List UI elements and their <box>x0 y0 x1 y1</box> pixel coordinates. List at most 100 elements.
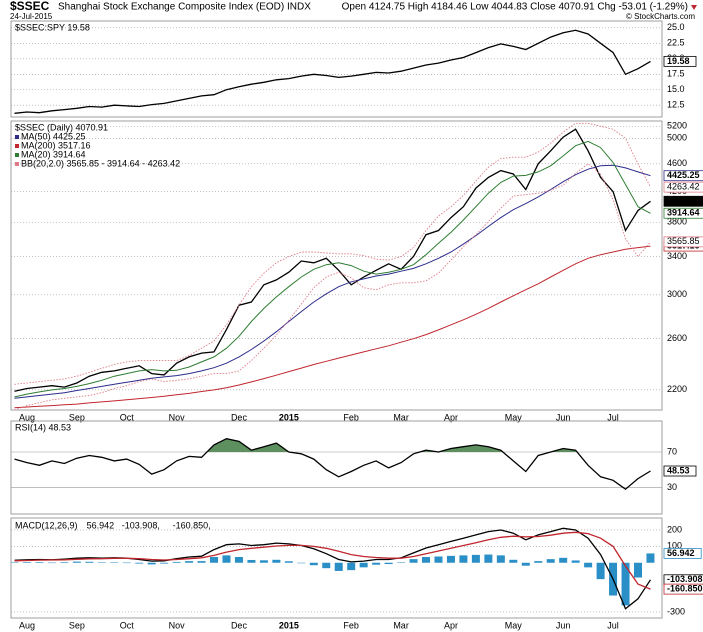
legend-label: MA(50) 4425.25 <box>21 131 86 141</box>
y-tick-label: 15.0 <box>667 84 685 94</box>
y-tick-label: 25.0 <box>667 22 685 32</box>
legend-label: $SSEC (Daily) 4070.91 <box>15 122 108 132</box>
histogram-bar <box>284 561 293 563</box>
histogram-bar <box>297 562 306 564</box>
value-tag-box <box>663 583 703 595</box>
histogram-bar <box>372 562 381 565</box>
x-tick-label: Mar <box>393 620 409 630</box>
series-layer <box>14 29 651 114</box>
panel-frame <box>10 120 663 411</box>
histogram-bar <box>97 562 106 563</box>
symbol: $SSEC <box>10 0 50 13</box>
value-tag: -103.908 <box>667 574 703 584</box>
series-line <box>14 140 651 398</box>
legend-swatch <box>15 135 19 139</box>
x-tick-label: Nov <box>169 620 186 630</box>
value-tag-box <box>663 195 703 207</box>
series-line <box>14 29 651 114</box>
bollinger-upper <box>14 122 651 385</box>
y-tick-label: 12.5 <box>667 100 685 110</box>
histogram-bar <box>634 562 642 578</box>
legend-swatch <box>15 153 19 157</box>
histogram-bar <box>334 562 343 571</box>
histogram-bar <box>47 562 56 564</box>
x-tick-label: Oct <box>120 412 135 422</box>
x-tick-label: Jul <box>607 412 619 422</box>
x-tick-label: 2015 <box>279 620 299 630</box>
x-tick-label: Oct <box>120 620 135 630</box>
histogram-bar <box>471 554 480 563</box>
histogram-bar <box>222 555 231 563</box>
histogram-bar <box>546 559 555 563</box>
value-tag: 48.53 <box>667 465 690 475</box>
legend-label: BB(20,2.0) 3565.85 - 3914.64 - 4263.42 <box>21 158 180 168</box>
histogram-bar <box>172 561 181 563</box>
x-tick-label: Aug <box>19 412 35 422</box>
x-tick-label: Sep <box>69 620 85 630</box>
histogram-bar <box>621 562 630 606</box>
histogram-bar <box>359 562 368 568</box>
histogram-bar <box>135 562 144 564</box>
histogram-bar <box>122 562 131 564</box>
x-tick-label: Nov <box>169 412 186 422</box>
y-tick-label: 200 <box>667 524 682 534</box>
histogram-bar <box>185 561 194 563</box>
value-tag: 56.942 <box>667 548 695 558</box>
value-tag: 4070.91 <box>667 196 700 206</box>
histogram-bar <box>160 562 169 564</box>
histogram-bar <box>434 556 443 563</box>
legend-swatch <box>15 162 19 166</box>
histogram-bar <box>509 559 518 563</box>
legend-label: 56.942 <box>87 520 115 530</box>
histogram-bar <box>197 561 206 563</box>
y-tick-label: 2200 <box>667 384 687 394</box>
value-tag: 3565.85 <box>667 236 700 246</box>
date: 24-Jul-2015 <box>10 12 53 21</box>
x-tick-label: Feb <box>343 412 359 422</box>
histogram-bar <box>347 562 356 571</box>
y-tick-label: 22.5 <box>667 38 685 48</box>
histogram-bar <box>309 562 318 566</box>
x-tick-label: Apr <box>444 620 458 630</box>
histogram-bar <box>272 559 281 563</box>
histogram-bar <box>35 562 44 563</box>
histogram-bar <box>22 562 31 563</box>
histogram-bar <box>11 562 19 563</box>
series-layer <box>14 122 651 410</box>
y-tick-label: 70 <box>667 446 677 456</box>
value-tag: -160.850 <box>667 583 703 593</box>
value-tag-box <box>663 548 702 559</box>
x-tick-label: Dec <box>231 412 248 422</box>
y-tick-label: 3800 <box>667 217 687 227</box>
histogram-bar <box>584 562 593 568</box>
histogram-bar <box>446 555 455 563</box>
x-tick-label: Apr <box>444 412 458 422</box>
histogram-bar <box>496 555 505 563</box>
panel-title: MACD(12,26,9) <box>15 520 78 530</box>
x-tick-label: Jun <box>556 620 571 630</box>
overbought-area <box>14 438 651 452</box>
x-tick-label: Feb <box>343 620 359 630</box>
x-tick-label: Jul <box>607 620 619 630</box>
bollinger-lower <box>14 163 651 410</box>
panel-frame <box>10 517 663 619</box>
value-tag: 4263.42 <box>667 181 700 191</box>
histogram-bar <box>85 561 94 563</box>
y-tick-label: 5000 <box>667 133 687 143</box>
y-tick-label: 17.5 <box>667 69 685 79</box>
value-tag-box <box>663 181 703 193</box>
legend-label: $SSEC:SPY 19.58 <box>15 22 90 32</box>
credit: © StockCharts.com <box>626 12 695 21</box>
down-arrow <box>691 5 697 10</box>
y-tick-label: -300 <box>667 606 685 616</box>
legend-label: MA(20) 3914.64 <box>21 149 86 159</box>
x-tick-label: May <box>505 412 523 422</box>
y-tick-label: 3000 <box>667 289 687 299</box>
series-line <box>14 128 651 392</box>
legend-label: -160.850, <box>173 520 211 530</box>
histogram-bar <box>646 553 655 563</box>
panel-frame <box>10 420 663 515</box>
histogram-bar <box>409 559 418 563</box>
series-line <box>14 531 651 590</box>
